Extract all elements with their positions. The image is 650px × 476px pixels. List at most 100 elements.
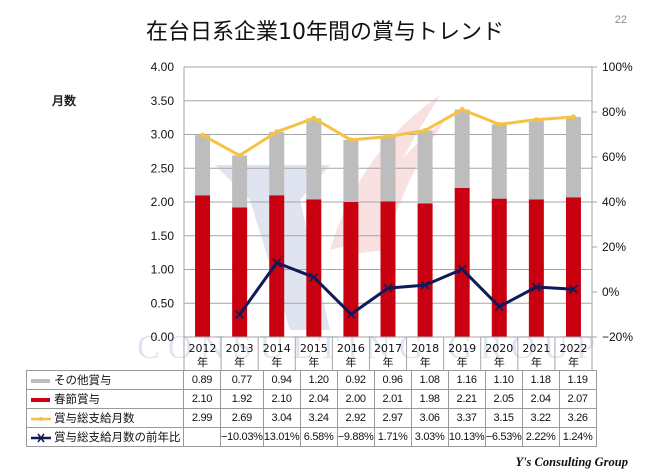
table-cell: 3.24 xyxy=(299,408,338,428)
bar-other-bonus xyxy=(269,131,285,196)
table-cell: 1.19 xyxy=(558,370,597,390)
y2-axis-tick-label: 0% xyxy=(602,285,620,299)
table-cell: 3.03% xyxy=(410,427,449,447)
point-yoy-marker xyxy=(383,283,393,293)
table-cell: 2.04 xyxy=(521,389,560,409)
y2-axis-tick-label: 40% xyxy=(602,195,626,209)
x-axis-category-suffix: 年 xyxy=(494,355,505,369)
x-axis-category-year: 2017 xyxy=(374,342,402,355)
point-total-months xyxy=(311,115,317,121)
bars xyxy=(195,109,581,337)
x-axis-category-year: 2013 xyxy=(226,342,254,355)
y2-axis-tick-label: −20% xyxy=(602,330,633,344)
bar-other-bonus xyxy=(343,139,359,202)
watermark-text: CONSULTING GROUP xyxy=(137,329,603,366)
x-axis-category-suffix: 年 xyxy=(271,355,282,369)
table-cell: 2.07 xyxy=(558,389,597,409)
x-axis-category-suffix: 年 xyxy=(197,355,208,369)
table-row: 賞与総支給月数 2.99 2.69 3.04 3.24 2.92 2.97 3.06 3.37 3… xyxy=(26,408,597,428)
y2-axis-tick-label: 80% xyxy=(602,105,626,119)
x-axis-category-suffix: 年 xyxy=(308,355,319,369)
table-cell: 6.58% xyxy=(299,427,338,447)
x-axis-category-year: 2012 xyxy=(189,342,217,355)
table-cell: 1.08 xyxy=(410,370,449,390)
table-cell: 2.97 xyxy=(373,408,412,428)
table-cell: 3.26 xyxy=(558,408,597,428)
bar-spring-bonus xyxy=(269,195,285,337)
y-axis-unit-label: 月数 xyxy=(52,94,77,108)
table-cell: 3.22 xyxy=(521,408,560,428)
table-cell: 0.96 xyxy=(373,370,412,390)
x-axis-category-suffix: 年 xyxy=(568,355,579,369)
table-cell xyxy=(183,427,221,447)
legend-swatch-spring-bonus xyxy=(31,397,50,402)
y-axis-tick-label: 0.50 xyxy=(151,296,175,310)
x-axis-categories: 2012年2013年2014年2015年2016年2017年2018年2019年… xyxy=(183,337,593,370)
y-axis-tick-label: 1.00 xyxy=(151,263,175,277)
table-cell: 1.16 xyxy=(447,370,486,390)
table-cell: 0.89 xyxy=(183,370,221,390)
table-cell: 1.24% xyxy=(558,427,597,447)
table-cell: 1.71% xyxy=(373,427,412,447)
bar-other-bonus xyxy=(491,124,507,199)
y2-axis-tick-label: 60% xyxy=(602,150,626,164)
point-yoy-marker xyxy=(568,284,579,294)
table-row: その他賞与 0.89 0.77 0.94 1.20 0.92 0.96 1.08 1.16 1.1… xyxy=(26,370,597,390)
table-cell: 2.10 xyxy=(183,389,221,409)
series-lines xyxy=(200,107,579,320)
table-cell: 10.13% xyxy=(447,427,486,447)
bar-other-bonus xyxy=(380,136,396,202)
point-total-months xyxy=(348,137,354,143)
table-cell: −9.88% xyxy=(336,427,375,447)
y2-axis-tick-label: 20% xyxy=(602,240,626,254)
table-cell: 2.10 xyxy=(262,389,301,409)
table-cell: 2.99 xyxy=(183,408,221,428)
table-cell: 2.22% xyxy=(521,427,560,447)
y-axis-tick-label: 3.50 xyxy=(151,94,175,108)
x-axis-category-year: 2021 xyxy=(522,342,550,355)
table-cell: −10.03% xyxy=(220,427,264,447)
table-cell: 1.92 xyxy=(220,389,264,409)
axes: 0.00 0.50 1.00 1.50 2.00 2.50 3.00 3.50 4.00 −20%… xyxy=(151,60,634,344)
point-yoy-marker xyxy=(272,258,282,268)
legend-label: 賞与総支給月数の前年比 xyxy=(54,430,181,444)
y-axis-tick-label: 3.00 xyxy=(151,128,175,142)
page-number: 22 xyxy=(614,14,627,26)
legend-swatch-total-months xyxy=(31,416,51,421)
y-axis-tick-label: 1.50 xyxy=(151,229,175,243)
point-yoy-marker xyxy=(531,282,541,292)
x-axis-category-year: 2020 xyxy=(485,342,513,355)
legend-swatch-other-bonus xyxy=(31,378,50,383)
table-cell: 2.21 xyxy=(447,389,486,409)
point-total-months xyxy=(274,129,280,135)
table-cell: 0.92 xyxy=(336,370,375,390)
bar-spring-bonus xyxy=(491,198,507,337)
point-total-months xyxy=(200,132,206,138)
point-yoy-marker xyxy=(235,310,245,320)
x-axis-category-suffix: 年 xyxy=(420,355,431,369)
page-title: 在台日系企業10年間の賞与トレンド xyxy=(146,20,504,45)
bar-spring-bonus xyxy=(380,201,396,337)
x-axis-category-suffix: 年 xyxy=(234,355,245,369)
bar-spring-bonus xyxy=(565,197,581,337)
x-axis-category-year: 2018 xyxy=(411,342,439,355)
bar-spring-bonus xyxy=(306,199,322,337)
table-cell: 2.04 xyxy=(299,389,338,409)
table-cell: 3.37 xyxy=(447,408,486,428)
x-axis-category-suffix: 年 xyxy=(531,355,542,369)
x-axis-category-year: 2022 xyxy=(559,342,587,355)
bar-spring-bonus xyxy=(232,207,248,337)
table-cell: 1.20 xyxy=(299,370,338,390)
legend-entry: 賞与総支給月数の前年比 xyxy=(26,427,184,447)
swatch-bar xyxy=(31,378,50,383)
point-total-months xyxy=(570,114,576,120)
point-total-months xyxy=(496,121,502,127)
point-yoy-marker xyxy=(420,280,430,290)
table-row: 賞与総支給月数の前年比 −10.03% 13.01% 6.58% −9.88% 1.71%… xyxy=(26,427,597,447)
x-axis-category-year: 2015 xyxy=(300,342,328,355)
bar-spring-bonus xyxy=(343,202,359,337)
bar-other-bonus xyxy=(454,109,470,188)
bar-other-bonus xyxy=(195,135,211,196)
y2-axis-tick-label: 100% xyxy=(602,60,633,74)
bar-other-bonus xyxy=(565,116,581,198)
